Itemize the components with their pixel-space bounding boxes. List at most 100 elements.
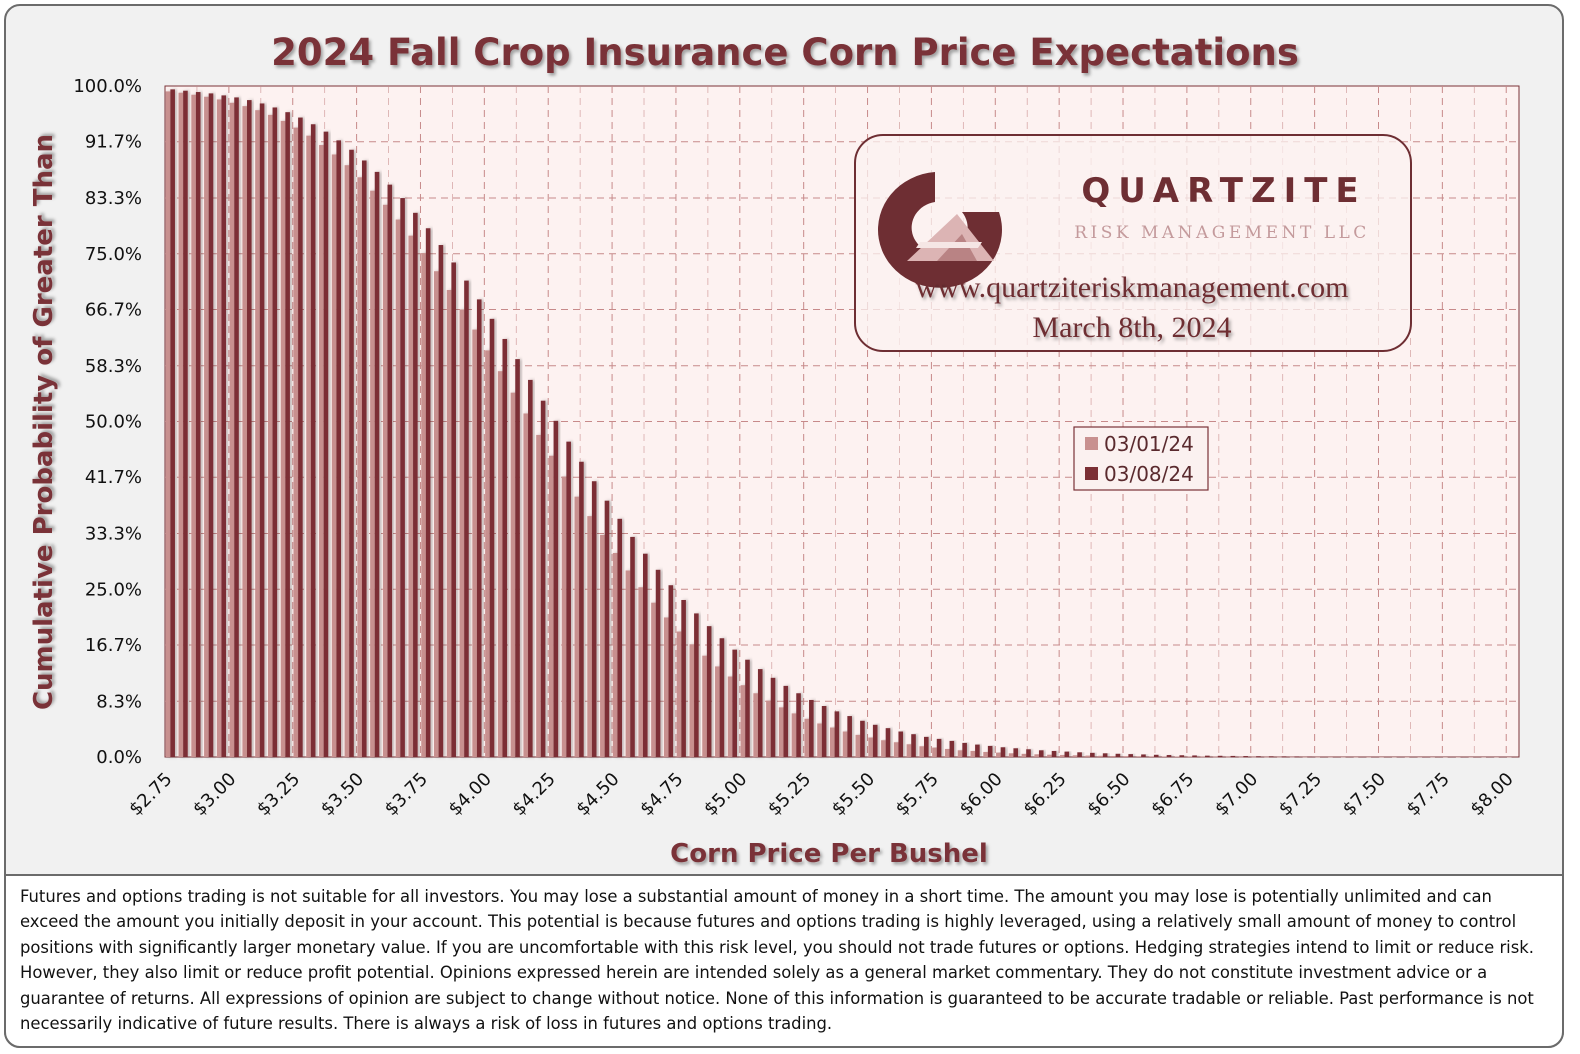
bar-03-08-24: [1102, 753, 1108, 757]
bar-03-01-24: [510, 392, 516, 757]
bar-03-08-24: [349, 149, 354, 757]
bar-03-08-24: [438, 245, 444, 757]
bar-03-01-24: [663, 617, 669, 757]
bar-03-08-24: [1332, 756, 1338, 758]
legend: 03/01/24 03/08/24: [1073, 426, 1209, 491]
bar-03-08-24: [821, 706, 827, 757]
disclaimer-panel: Futures and options trading is not suita…: [4, 874, 1564, 1048]
logo-name: QUARTZITE: [1081, 171, 1366, 211]
bar-03-01-24: [868, 737, 873, 757]
bar-03-08-24: [630, 536, 635, 757]
bar-03-01-24: [446, 289, 452, 757]
bar-03-08-24: [310, 124, 316, 757]
y-tick-label: 91.7%: [85, 132, 142, 153]
bar-03-08-24: [1000, 747, 1006, 757]
bar-03-08-24: [1511, 756, 1517, 758]
bar-03-01-24: [319, 145, 324, 758]
bar-03-08-24: [591, 481, 597, 757]
bar-03-01-24: [306, 135, 311, 757]
bar-03-08-24: [1217, 755, 1223, 757]
bar-03-01-24: [970, 750, 976, 757]
legend-swatch-new: [1085, 467, 1098, 480]
bar-03-01-24: [1225, 756, 1231, 758]
bar-03-01-24: [1392, 756, 1397, 758]
bar-03-08-24: [1307, 756, 1312, 757]
logo-subtitle: RISK MANAGEMENT LLC: [1074, 223, 1370, 243]
bar-03-08-24: [1064, 751, 1070, 757]
bar-03-08-24: [208, 93, 214, 757]
x-tick-label: $3.25: [253, 769, 304, 820]
bar-03-01-24: [497, 371, 503, 757]
bar-03-08-24: [1345, 756, 1351, 758]
bar-03-01-24: [357, 177, 362, 757]
bar-03-01-24: [408, 235, 414, 757]
bar-03-01-24: [331, 154, 337, 757]
logo-date: March 8th, 2024: [1032, 311, 1231, 344]
bar-03-08-24: [1281, 756, 1287, 757]
logo-box: QUARTZITE RISK MANAGEMENT LLC www.quartz…: [854, 134, 1412, 352]
bar-03-01-24: [1417, 756, 1423, 758]
bar-03-08-24: [528, 379, 533, 757]
y-tick-label: 83.3%: [85, 188, 142, 209]
bar-03-01-24: [804, 718, 810, 757]
bar-03-08-24: [1256, 756, 1261, 757]
bar-03-01-24: [829, 727, 835, 757]
bar-03-08-24: [502, 338, 508, 757]
bar-03-01-24: [1277, 756, 1282, 758]
bar-03-08-24: [170, 89, 175, 758]
bar-03-08-24: [745, 659, 750, 757]
x-tick-label: $2.75: [125, 769, 176, 820]
x-tick-label: $7.25: [1275, 769, 1326, 820]
bar-03-01-24: [229, 102, 235, 757]
bar-03-01-24: [1340, 756, 1346, 758]
bar-03-08-24: [809, 699, 814, 757]
y-tick-label: 50.0%: [85, 412, 142, 433]
legend-label-old: 03/01/24: [1104, 432, 1194, 456]
bar-03-08-24: [400, 198, 405, 757]
bar-03-08-24: [515, 359, 520, 757]
bar-03-08-24: [1141, 754, 1146, 757]
bar-03-08-24: [323, 131, 329, 757]
bar-03-01-24: [1034, 754, 1039, 757]
bar-03-08-24: [553, 420, 559, 757]
bar-03-01-24: [216, 99, 222, 758]
bar-series-group: [165, 89, 1517, 758]
bar-03-01-24: [791, 713, 797, 757]
bar-03-08-24: [413, 212, 418, 757]
bar-03-01-24: [612, 553, 618, 757]
bar-03-01-24: [293, 127, 299, 758]
bar-03-08-24: [298, 117, 303, 758]
y-tick-label: 58.3%: [85, 356, 142, 377]
bar-03-08-24: [1486, 756, 1491, 758]
bar-03-08-24: [1026, 749, 1031, 757]
bar-03-08-24: [1319, 756, 1325, 758]
x-tick-label: $7.75: [1403, 769, 1454, 820]
bar-03-01-24: [893, 742, 899, 757]
bar-03-01-24: [715, 666, 720, 757]
bar-03-08-24: [387, 184, 393, 757]
bar-03-08-24: [987, 745, 993, 757]
bar-03-01-24: [932, 747, 937, 757]
bar-03-08-24: [1179, 755, 1185, 757]
bar-03-08-24: [860, 720, 865, 757]
x-tick-label: $4.00: [445, 769, 496, 820]
bar-03-01-24: [766, 700, 771, 757]
bar-03-08-24: [489, 318, 495, 757]
bar-03-01-24: [344, 165, 350, 757]
bar-03-01-24: [855, 734, 861, 757]
y-tick-label: 75.0%: [85, 244, 142, 265]
bar-03-08-24: [898, 731, 904, 757]
bar-03-08-24: [1115, 753, 1121, 757]
x-tick-label: $4.50: [572, 769, 623, 820]
bar-03-08-24: [1383, 756, 1389, 758]
y-tick-label: 16.7%: [85, 635, 142, 656]
bar-03-08-24: [796, 693, 801, 757]
bar-03-01-24: [561, 476, 567, 757]
bar-03-08-24: [1371, 756, 1376, 758]
bar-03-08-24: [834, 711, 840, 757]
bar-03-08-24: [1473, 756, 1478, 758]
bar-03-01-24: [842, 731, 848, 757]
bar-03-01-24: [881, 740, 886, 757]
bar-03-01-24: [1021, 753, 1027, 757]
bar-03-01-24: [421, 253, 426, 757]
